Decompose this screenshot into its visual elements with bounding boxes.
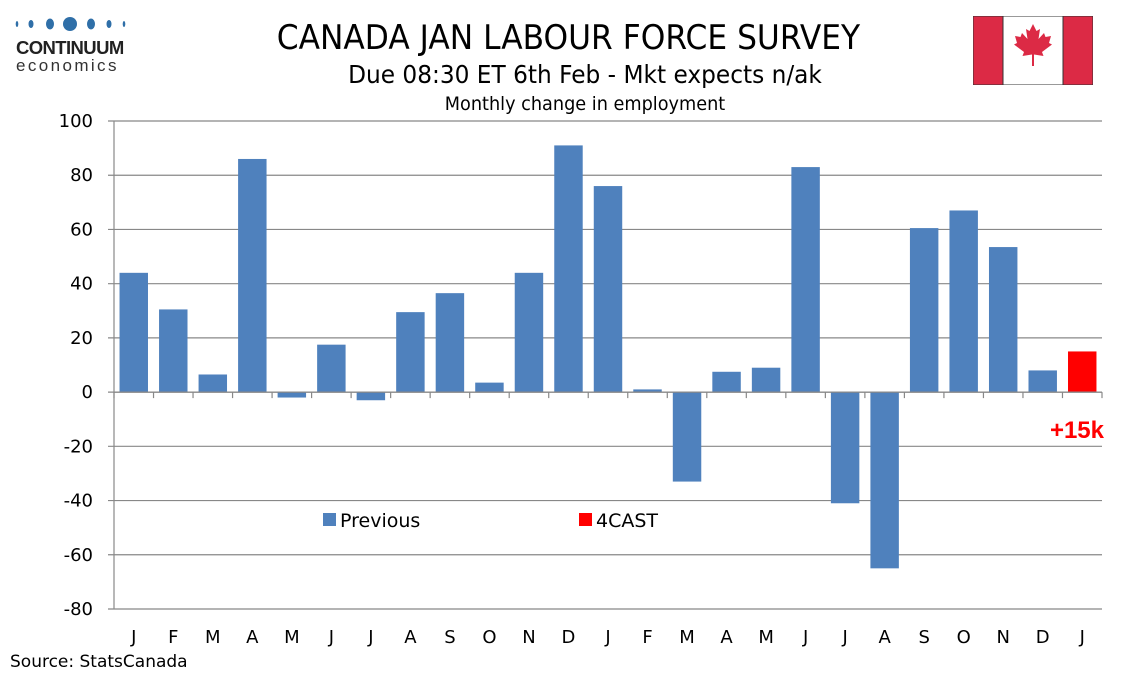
x-tick-label: A	[720, 627, 733, 648]
bar-previous	[791, 167, 820, 393]
logo-wordmark: CONTINUUM	[16, 37, 124, 58]
x-tick-label: N	[996, 627, 1009, 648]
x-tick-label: N	[522, 627, 535, 648]
x-tick-label: O	[957, 627, 971, 648]
chart-subtitle: Due 08:30 ET 6th Feb - Mkt expects n/ak	[348, 60, 822, 89]
bar-previous	[475, 382, 504, 393]
bar-previous	[514, 272, 544, 393]
bar-previous	[435, 293, 465, 393]
canada-flag-icon	[973, 16, 1093, 85]
bar-previous	[1028, 370, 1057, 393]
bar-previous	[830, 392, 860, 504]
x-tick-label: J	[328, 627, 334, 648]
legend-swatch-previous	[323, 513, 336, 526]
legend-label-4cast: 4CAST	[596, 510, 658, 532]
bar-previous	[949, 210, 978, 393]
logo-subtitle: economics	[16, 56, 119, 75]
x-tick-label: F	[168, 627, 178, 648]
x-tick-label: A	[246, 627, 259, 648]
x-tick-label: D	[562, 627, 576, 648]
x-tick-label: J	[802, 627, 808, 648]
y-tick-label: -60	[64, 545, 93, 566]
x-tick-label: J	[130, 627, 136, 648]
y-tick-label: -80	[64, 599, 93, 620]
x-tick-label: D	[1036, 627, 1050, 648]
bar-previous	[554, 145, 583, 393]
bar-previous	[633, 389, 662, 393]
bar-previous	[672, 392, 702, 482]
x-tick-label: M	[679, 627, 695, 648]
bar-previous	[159, 309, 188, 393]
chart-description: Monthly change in employment	[444, 93, 726, 115]
bar-previous	[317, 344, 346, 393]
bar-previous	[119, 272, 148, 393]
bar-previous	[870, 392, 899, 569]
bar-previous	[751, 367, 781, 393]
forecast-annotation: +15k	[1050, 417, 1105, 444]
bar-previous	[356, 392, 386, 401]
y-tick-label: -20	[64, 436, 93, 457]
x-tick-label: S	[444, 627, 455, 648]
chart-title: CANADA JAN LABOUR FORCE SURVEY	[276, 18, 861, 58]
y-tick-label: 80	[70, 165, 93, 186]
logo-dots-icon	[15, 17, 126, 31]
bar-previous	[712, 371, 741, 393]
legend-swatch-4cast	[579, 513, 592, 526]
x-tick-label: S	[918, 627, 929, 648]
x-tick-label: A	[878, 627, 891, 648]
bar-previous	[396, 312, 425, 393]
x-tick-label: F	[642, 627, 652, 648]
x-tick-label: M	[758, 627, 774, 648]
x-tick-label: O	[482, 627, 496, 648]
x-tick-label: J	[1079, 627, 1085, 648]
y-tick-label: 0	[82, 382, 93, 403]
bar-previous	[988, 247, 1018, 393]
y-tick-label: -40	[64, 491, 93, 512]
bar-previous	[277, 392, 307, 398]
bar-previous	[909, 228, 939, 393]
source-note: Source: StatsCanada	[10, 652, 188, 672]
x-tick-label: A	[404, 627, 417, 648]
y-tick-label: 20	[70, 328, 93, 349]
x-tick-label: M	[205, 627, 221, 648]
bar-previous	[238, 158, 267, 393]
x-tick-label: M	[284, 627, 300, 648]
x-tick-label: J	[367, 627, 373, 648]
y-tick-label: 100	[59, 111, 93, 132]
legend-label-previous: Previous	[340, 510, 420, 532]
x-tick-label: J	[841, 627, 847, 648]
x-tick-label: J	[604, 627, 610, 648]
y-tick-label: 60	[70, 219, 93, 240]
bar-previous	[593, 186, 623, 393]
y-tick-label: 40	[70, 274, 93, 295]
bar-4cast	[1068, 351, 1097, 393]
bar-previous	[198, 374, 228, 393]
